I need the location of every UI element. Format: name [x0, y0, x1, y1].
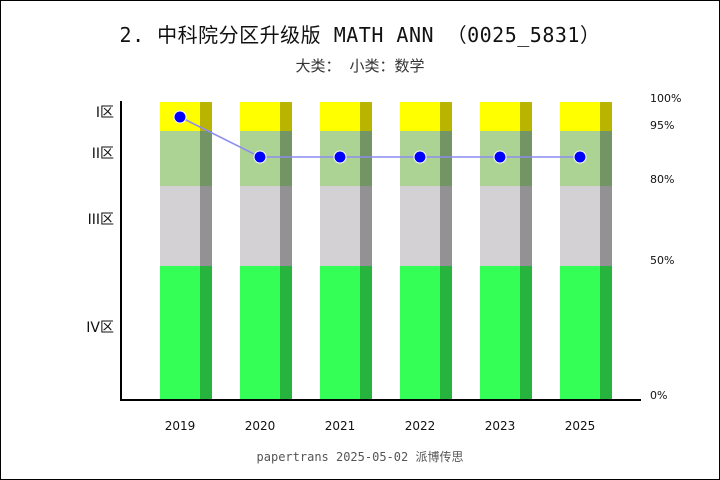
pct-label-100: 100%: [650, 92, 682, 105]
pct-label-50: 50%: [650, 254, 675, 267]
footer-credit: papertrans 2025-05-02 派博传思: [256, 450, 464, 464]
data-point-dot: [413, 150, 427, 164]
zone3-segment-shadow: [360, 186, 372, 266]
zone1-segment-shadow: [200, 102, 212, 131]
zone1-segment: [240, 102, 280, 131]
data-point-dot: [493, 150, 507, 164]
zone4-segment-shadow: [600, 266, 612, 400]
zone-label-1: I区: [95, 105, 114, 121]
zone2-segment-shadow: [520, 131, 532, 186]
zone1-segment: [400, 102, 440, 131]
zone3-segment: [320, 186, 360, 266]
zone1-segment-shadow: [600, 102, 612, 131]
zone4-segment: [320, 266, 360, 400]
x-tick-label: 2023: [484, 419, 516, 433]
zone2-segment-shadow: [600, 131, 612, 186]
zone-label-2: II区: [91, 146, 114, 162]
zone3-segment-shadow: [600, 186, 612, 266]
zone2-segment-shadow: [440, 131, 452, 186]
pct-label-80: 80%: [650, 173, 675, 186]
y-axis: [120, 101, 122, 401]
pct-label-0: 0%: [650, 389, 668, 402]
zone4-segment-shadow: [520, 266, 532, 400]
zone2-segment-shadow: [360, 131, 372, 186]
zone4-segment-shadow: [280, 266, 292, 400]
zone3-segment-shadow: [200, 186, 212, 266]
zone3-segment-shadow: [280, 186, 292, 266]
x-axis: [120, 399, 641, 401]
zone3-segment: [240, 186, 280, 266]
zone-label-3: III区: [87, 212, 114, 228]
x-tick-label: 2019: [164, 419, 196, 433]
zone2-segment: [160, 131, 200, 186]
zone1-segment-shadow: [440, 102, 452, 131]
zone3-segment: [480, 186, 520, 266]
zone1-segment-shadow: [360, 102, 372, 131]
zone2-segment-shadow: [200, 131, 212, 186]
data-point-dot: [173, 110, 187, 124]
x-tick-label: 2021: [324, 419, 356, 433]
chart-subtitle: 大类： 小类：数学: [295, 57, 425, 75]
data-point-dot: [573, 150, 587, 164]
zone2-segment-shadow: [280, 131, 292, 186]
zone1-segment-shadow: [520, 102, 532, 131]
zone4-segment-shadow: [440, 266, 452, 400]
zone4-segment-shadow: [200, 266, 212, 400]
zone4-segment: [560, 266, 600, 400]
zone1-segment-shadow: [280, 102, 292, 131]
chart-title: 2. 中科院分区升级版 MATH ANN （0025_5831）: [119, 23, 601, 47]
x-tick-label: 2022: [404, 419, 436, 433]
pct-label-95: 95%: [650, 119, 675, 132]
zone4-segment: [480, 266, 520, 400]
zone3-segment-shadow: [520, 186, 532, 266]
zone-label-4: IV区: [86, 320, 114, 336]
zone3-segment: [400, 186, 440, 266]
zone3-segment-shadow: [440, 186, 452, 266]
data-point-dot: [253, 150, 267, 164]
data-point-dot: [333, 150, 347, 164]
zone3-segment: [160, 186, 200, 266]
zone4-segment-shadow: [360, 266, 372, 400]
zone3-segment: [560, 186, 600, 266]
zone1-segment: [320, 102, 360, 131]
zone4-segment: [160, 266, 200, 400]
zone4-segment: [240, 266, 280, 400]
x-tick-label: 2025: [564, 419, 596, 433]
zone1-segment: [560, 102, 600, 131]
zone1-segment: [480, 102, 520, 131]
zone4-segment: [400, 266, 440, 400]
x-tick-label: 2020: [244, 419, 276, 433]
